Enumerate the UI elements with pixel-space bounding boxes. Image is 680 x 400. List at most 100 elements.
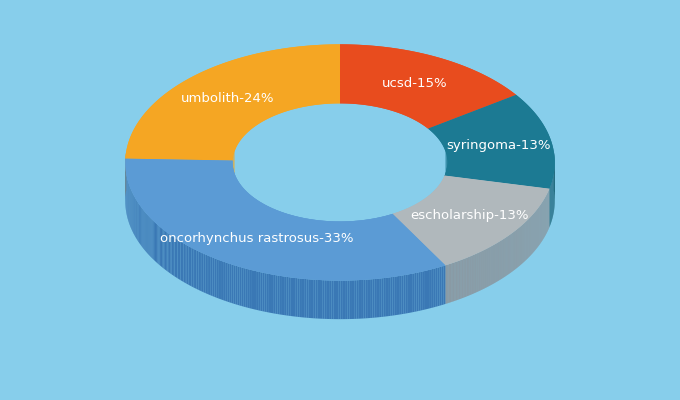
Polygon shape	[187, 245, 188, 285]
Polygon shape	[166, 232, 167, 271]
Polygon shape	[309, 279, 311, 318]
Polygon shape	[453, 262, 454, 302]
Polygon shape	[252, 270, 254, 309]
Polygon shape	[137, 202, 138, 242]
Polygon shape	[267, 206, 269, 245]
Polygon shape	[370, 279, 373, 318]
Polygon shape	[336, 280, 338, 319]
Polygon shape	[331, 280, 334, 319]
Text: umbolith-24%: umbolith-24%	[182, 92, 275, 105]
Polygon shape	[197, 250, 199, 290]
Polygon shape	[382, 216, 384, 255]
Polygon shape	[425, 270, 427, 310]
Polygon shape	[144, 211, 146, 251]
Polygon shape	[312, 220, 313, 258]
Polygon shape	[171, 236, 173, 275]
Polygon shape	[230, 264, 232, 303]
Polygon shape	[457, 261, 458, 300]
Polygon shape	[363, 220, 364, 259]
Polygon shape	[163, 230, 165, 269]
Polygon shape	[220, 260, 222, 300]
Polygon shape	[330, 221, 331, 260]
Polygon shape	[239, 267, 241, 306]
Polygon shape	[320, 280, 322, 319]
Polygon shape	[316, 220, 318, 259]
Polygon shape	[460, 260, 462, 299]
Polygon shape	[202, 253, 203, 292]
Polygon shape	[480, 252, 481, 291]
Polygon shape	[266, 205, 267, 244]
Polygon shape	[288, 277, 291, 316]
Polygon shape	[388, 277, 390, 316]
Polygon shape	[470, 256, 471, 295]
Polygon shape	[373, 218, 374, 257]
Polygon shape	[443, 265, 445, 304]
Polygon shape	[313, 280, 316, 318]
Polygon shape	[469, 256, 470, 295]
Polygon shape	[433, 268, 435, 308]
Polygon shape	[310, 219, 311, 258]
Polygon shape	[234, 265, 235, 304]
Polygon shape	[281, 212, 282, 251]
Polygon shape	[452, 263, 453, 302]
Polygon shape	[280, 211, 281, 250]
Polygon shape	[478, 253, 479, 292]
Polygon shape	[364, 220, 365, 259]
Polygon shape	[399, 276, 401, 314]
Polygon shape	[264, 204, 265, 243]
Polygon shape	[271, 274, 273, 313]
Polygon shape	[475, 254, 476, 293]
Polygon shape	[216, 259, 218, 298]
Polygon shape	[304, 279, 307, 318]
Polygon shape	[192, 248, 193, 287]
Polygon shape	[302, 279, 304, 318]
Polygon shape	[338, 222, 339, 260]
Polygon shape	[256, 271, 258, 310]
Polygon shape	[180, 242, 182, 281]
Polygon shape	[209, 256, 211, 295]
Polygon shape	[343, 222, 345, 260]
Polygon shape	[338, 280, 341, 319]
Polygon shape	[199, 251, 200, 291]
Polygon shape	[427, 270, 429, 309]
Polygon shape	[254, 271, 256, 310]
Polygon shape	[311, 219, 312, 258]
Polygon shape	[269, 274, 271, 313]
Polygon shape	[148, 216, 150, 256]
Polygon shape	[456, 262, 457, 300]
Polygon shape	[421, 271, 423, 310]
Polygon shape	[435, 268, 437, 307]
Polygon shape	[301, 218, 303, 256]
Polygon shape	[263, 204, 264, 243]
Polygon shape	[211, 257, 213, 296]
Polygon shape	[297, 216, 298, 256]
Polygon shape	[464, 258, 465, 297]
Polygon shape	[446, 265, 447, 304]
Polygon shape	[363, 280, 366, 318]
Polygon shape	[345, 221, 346, 260]
Polygon shape	[258, 272, 260, 311]
Polygon shape	[176, 239, 177, 278]
Polygon shape	[318, 220, 319, 259]
Polygon shape	[419, 272, 421, 311]
Polygon shape	[445, 265, 446, 304]
Polygon shape	[423, 271, 425, 310]
Polygon shape	[348, 221, 350, 260]
Polygon shape	[286, 213, 287, 252]
Polygon shape	[339, 222, 340, 260]
Polygon shape	[300, 278, 302, 317]
Polygon shape	[260, 272, 262, 311]
Polygon shape	[439, 266, 441, 306]
Polygon shape	[245, 268, 248, 308]
Polygon shape	[228, 263, 230, 302]
Polygon shape	[379, 278, 381, 317]
Polygon shape	[207, 255, 209, 295]
Polygon shape	[410, 274, 412, 313]
Polygon shape	[271, 208, 272, 247]
Polygon shape	[392, 277, 394, 316]
Polygon shape	[358, 220, 360, 259]
Polygon shape	[334, 280, 336, 319]
Polygon shape	[392, 176, 549, 265]
Polygon shape	[372, 219, 373, 258]
Polygon shape	[293, 278, 295, 316]
